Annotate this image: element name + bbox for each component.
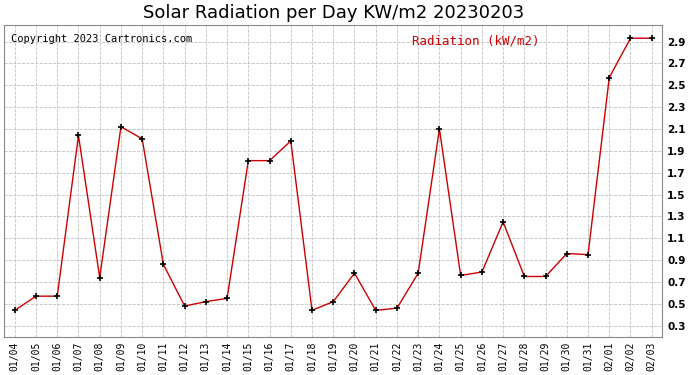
Title: Solar Radiation per Day KW/m2 20230203: Solar Radiation per Day KW/m2 20230203 <box>143 4 524 22</box>
Text: Copyright 2023 Cartronics.com: Copyright 2023 Cartronics.com <box>11 34 192 45</box>
Text: Radiation (kW/m2): Radiation (kW/m2) <box>412 34 540 48</box>
